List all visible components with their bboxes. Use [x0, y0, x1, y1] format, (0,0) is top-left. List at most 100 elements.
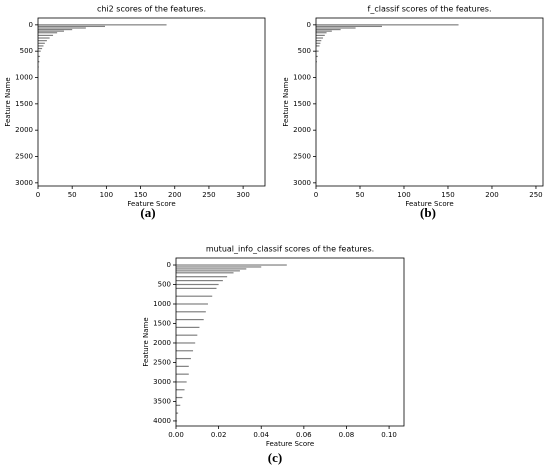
y-tick-label: 1000: [153, 300, 171, 308]
x-tick-label: 50: [68, 191, 77, 199]
bar: [38, 27, 86, 29]
y-axis-label: Feature Name: [282, 77, 290, 126]
bar: [38, 28, 73, 31]
bar: [38, 61, 40, 63]
bar: [176, 276, 228, 278]
bar: [176, 272, 234, 274]
x-tick-label: 0.00: [168, 431, 184, 439]
x-tick-label: 0.10: [381, 431, 397, 439]
bar: [176, 396, 183, 399]
y-tick-label: 500: [158, 281, 171, 289]
bar: [38, 37, 50, 39]
plot-frame: [315, 17, 544, 187]
bar: [176, 373, 189, 375]
x-tick-label: 200: [168, 191, 181, 199]
bar: [316, 34, 325, 36]
bar: [38, 30, 64, 32]
bar: [316, 50, 319, 52]
chart-title: mutual_info_classif scores of the featur…: [206, 245, 374, 254]
x-tick-label: 0: [36, 191, 40, 199]
x-tick-label: 0.04: [253, 431, 269, 439]
y-tick-label: 500: [20, 47, 33, 55]
bar: [316, 24, 459, 26]
x-tick-label: 0.06: [296, 431, 312, 439]
x-tick-label: 250: [529, 191, 542, 199]
bar: [316, 32, 327, 34]
y-tick-label: 1500: [153, 319, 171, 327]
bar: [176, 334, 198, 336]
y-tick-label: 2000: [15, 126, 33, 134]
panel-label: (b): [420, 205, 436, 220]
panel-label: (c): [268, 450, 282, 465]
bar: [38, 55, 41, 58]
y-axis-label: Feature Name: [4, 77, 12, 126]
bar: [176, 311, 206, 313]
y-tick-label: 0: [167, 261, 171, 269]
y-tick-label: 2000: [153, 339, 171, 347]
bar: [316, 25, 382, 28]
bar: [176, 287, 217, 290]
bar: [38, 32, 58, 34]
y-tick-label: 1500: [15, 100, 33, 108]
bar: [176, 357, 191, 360]
y-tick-label: 4000: [153, 417, 171, 425]
bar: [176, 365, 189, 367]
bar: [316, 27, 356, 29]
x-tick-label: 150: [441, 191, 454, 199]
y-tick-label: 2500: [153, 358, 171, 366]
x-tick-label: 0: [314, 191, 318, 199]
bar: [176, 420, 178, 422]
x-tick-label: 100: [100, 191, 113, 199]
bar: [38, 25, 106, 28]
plot-frame: [175, 257, 405, 427]
y-tick-label: 0: [29, 21, 33, 29]
y-axis-label: Feature Name: [142, 317, 150, 366]
x-tick-label: 200: [485, 191, 498, 199]
bar: [38, 42, 45, 44]
x-axis-label: Feature Score: [127, 200, 175, 208]
y-tick-label: 2500: [15, 153, 33, 161]
bar: [38, 24, 167, 26]
x-tick-label: 300: [236, 191, 249, 199]
bar: [38, 34, 54, 36]
y-tick-label: 1000: [293, 74, 311, 82]
bar: [316, 42, 321, 44]
y-tick-label: 3500: [153, 397, 171, 405]
y-tick-label: 3000: [293, 179, 311, 187]
bar: [316, 30, 332, 32]
bar: [176, 268, 247, 270]
bar: [38, 50, 41, 52]
bar: [176, 280, 223, 282]
bar: [316, 37, 324, 39]
y-tick-label: 3000: [15, 179, 33, 187]
bar: [176, 350, 194, 352]
bar: [176, 283, 219, 286]
x-tick-label: 50: [356, 191, 365, 199]
bar: [38, 47, 43, 50]
bar: [38, 40, 47, 42]
bar: [316, 45, 320, 47]
bar: [176, 295, 213, 297]
x-axis-label: Feature Score: [266, 440, 314, 448]
bar: [176, 389, 185, 391]
bar: [316, 28, 341, 31]
x-tick-label: 0.08: [339, 431, 355, 439]
y-tick-label: 2000: [293, 126, 311, 134]
bar: [176, 264, 287, 266]
x-tick-label: 100: [397, 191, 410, 199]
x-axis-label: Feature Score: [405, 200, 453, 208]
y-tick-label: 0: [307, 21, 311, 29]
bar: [176, 270, 240, 272]
bar: [176, 303, 208, 305]
bar: [176, 342, 196, 344]
bar: [176, 404, 181, 406]
chart-title: chi2 scores of the features.: [97, 5, 206, 14]
y-tick-label: 1000: [15, 74, 33, 82]
bar: [176, 412, 179, 414]
y-tick-label: 1500: [293, 100, 311, 108]
chart-title: f_classif scores of the features.: [368, 5, 492, 14]
panel-label: (a): [140, 205, 155, 220]
y-tick-label: 500: [298, 47, 311, 55]
x-tick-label: 150: [134, 191, 147, 199]
